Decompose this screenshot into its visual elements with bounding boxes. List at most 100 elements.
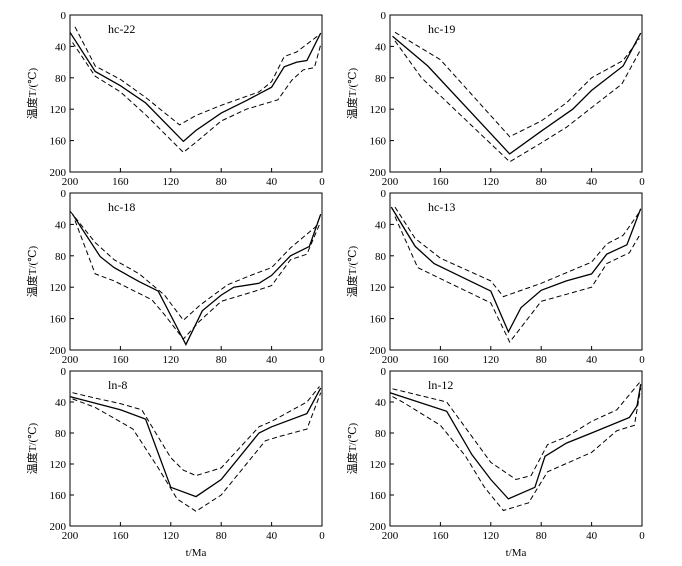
x-tick-label: 200 (62, 530, 79, 542)
y-tick-label: 160 (370, 314, 387, 326)
y-tick-label: 0 (381, 366, 387, 378)
y-tick-label: 80 (375, 73, 387, 85)
series-line-solid (389, 384, 642, 500)
y-tick-label: 120 (50, 282, 67, 294)
x-tick-label: 40 (266, 530, 278, 542)
x-tick-label: 40 (586, 354, 598, 366)
series-line-dashed (72, 392, 322, 512)
x-tick-label: 120 (163, 176, 180, 188)
plot-frame (69, 192, 323, 351)
x-tick-label: 160 (432, 530, 449, 542)
plot-frame (389, 14, 643, 173)
x-tick-label: 0 (639, 354, 645, 366)
y-tick-label: 40 (55, 397, 67, 409)
series-line-solid (71, 213, 322, 346)
panel-label: ln-12 (428, 378, 453, 392)
y-tick-label: 80 (55, 428, 67, 440)
y-axis-title: 温度T/(℃) (25, 67, 39, 119)
x-tick-label: 80 (216, 530, 228, 542)
y-tick-label: 0 (381, 10, 387, 22)
y-tick-label: 40 (375, 41, 387, 53)
y-tick-label: 200 (50, 167, 67, 179)
plot-frame (389, 192, 643, 351)
x-tick-label: 120 (483, 354, 500, 366)
x-tick-label: 160 (432, 176, 449, 188)
series-line-dashed (74, 220, 320, 340)
y-axis-title: 温度T/(℃) (25, 422, 39, 474)
series-line-dashed (72, 386, 320, 477)
x-tick-label: 80 (536, 176, 548, 188)
x-tick-label: 80 (536, 354, 548, 366)
y-tick-label: 80 (375, 251, 387, 263)
y-tick-label: 120 (50, 459, 67, 471)
y-axis-title: 温度T/(℃) (345, 67, 359, 119)
series-line-dashed (69, 210, 322, 321)
y-tick-label: 160 (50, 136, 67, 148)
x-tick-label: 160 (112, 354, 129, 366)
y-tick-label: 40 (55, 219, 67, 231)
y-tick-label: 200 (50, 345, 67, 357)
y-tick-label: 160 (370, 136, 387, 148)
series-line-dashed (394, 31, 640, 138)
y-tick-label: 80 (375, 428, 387, 440)
x-tick-label: 120 (483, 530, 500, 542)
x-tick-label: 40 (266, 354, 278, 366)
plot-frame (389, 370, 643, 527)
series-line-solid (390, 206, 642, 334)
series-line-dashed (394, 40, 642, 163)
y-tick-label: 0 (61, 10, 67, 22)
y-tick-label: 200 (370, 167, 387, 179)
x-tick-label: 200 (62, 354, 79, 366)
series-line-dashed (392, 382, 640, 481)
x-tick-label: 120 (163, 354, 180, 366)
y-tick-label: 120 (50, 104, 67, 116)
y-axis-title: 温度T/(℃) (25, 245, 39, 297)
y-tick-label: 120 (370, 282, 387, 294)
x-tick-label: 80 (216, 176, 228, 188)
y-tick-label: 0 (61, 366, 67, 378)
plot-frame (69, 370, 323, 527)
y-tick-label: 160 (50, 490, 67, 502)
y-tick-label: 160 (370, 490, 387, 502)
series-line-dashed (392, 388, 642, 512)
x-tick-label: 160 (112, 176, 129, 188)
panel-label: ln-8 (108, 378, 127, 392)
x-tick-label: 200 (62, 176, 79, 188)
series-line-dashed (394, 206, 642, 298)
x-tick-label: 40 (586, 530, 598, 542)
y-tick-label: 120 (370, 104, 387, 116)
x-tick-label: 0 (639, 530, 645, 542)
series-line-dashed (74, 26, 320, 126)
series-line-dashed (394, 216, 640, 344)
x-tick-label: 120 (483, 176, 500, 188)
x-tick-label: 0 (319, 530, 325, 542)
y-tick-label: 160 (50, 314, 67, 326)
x-tick-label: 0 (639, 176, 645, 188)
y-tick-label: 0 (381, 188, 387, 200)
y-tick-label: 120 (370, 459, 387, 471)
x-tick-label: 40 (586, 176, 598, 188)
y-tick-label: 80 (55, 251, 67, 263)
x-tick-label: 40 (266, 176, 278, 188)
series-line-solid (392, 32, 642, 155)
y-tick-label: 80 (55, 73, 67, 85)
y-tick-label: 200 (50, 521, 67, 533)
y-tick-label: 200 (370, 521, 387, 533)
x-tick-label: 120 (163, 530, 180, 542)
y-tick-label: 0 (61, 188, 67, 200)
x-tick-label: 200 (382, 354, 399, 366)
x-tick-label: 0 (319, 354, 325, 366)
series-line-solid (69, 387, 322, 498)
y-tick-label: 40 (375, 397, 387, 409)
x-tick-label: 80 (216, 354, 228, 366)
y-axis-title: 温度T/(℃) (345, 422, 359, 474)
x-tick-label: 200 (382, 176, 399, 188)
y-axis-title: 温度T/(℃) (345, 245, 359, 297)
x-tick-label: 160 (112, 530, 129, 542)
